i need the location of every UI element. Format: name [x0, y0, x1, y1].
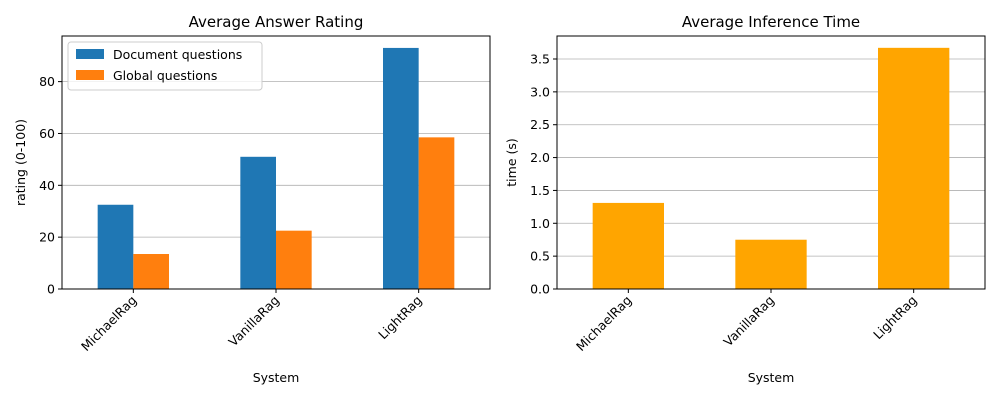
- inference-bars: [592, 47, 950, 290]
- rating-legend: Document questions Global questions: [67, 41, 263, 91]
- x-tick-label: MichaelRag: [573, 293, 634, 354]
- x-tick-label: LightRag: [375, 293, 425, 343]
- y-tick-label: 0.0: [530, 282, 550, 297]
- bar-VanillaRag-series-0: [240, 156, 276, 289]
- rating-y-axis-label: rating (0-100): [13, 119, 28, 206]
- bar-VanillaRag: [735, 239, 807, 289]
- rating-chart: Average Answer Rating 0 20 40 60 80 MichaelR…: [13, 13, 491, 385]
- bar-MichaelRag: [592, 202, 664, 289]
- y-tick-label: 3.5: [530, 52, 550, 67]
- bar-LightRag: [878, 47, 950, 290]
- bar-LightRag-series-0: [383, 47, 419, 289]
- rating-chart-title: Average Answer Rating: [189, 13, 364, 31]
- y-tick-label: 1.5: [530, 183, 550, 198]
- x-tick-label: VanillaRag: [225, 293, 282, 350]
- x-tick-label: MichaelRag: [78, 293, 139, 354]
- bar-LightRag-series-1: [418, 137, 455, 289]
- inference-y-axis-label: time (s): [504, 138, 519, 186]
- y-tick-label: 1.0: [530, 216, 550, 231]
- rating-x-axis-label: System: [253, 370, 300, 385]
- y-tick-label: 2.5: [530, 117, 550, 132]
- y-tick-label: 0.5: [530, 249, 550, 264]
- inference-x-ticks: MichaelRag VanillaRag LightRag: [573, 289, 920, 354]
- y-tick-label: 3.0: [530, 84, 550, 99]
- legend-frame: [67, 41, 263, 91]
- inference-chart: Average Inference Time 0.0 0.5 1.0 1.5 2.0 2.…: [504, 13, 986, 385]
- legend-swatch-global: [76, 70, 104, 80]
- legend-label-global: Global questions: [113, 68, 217, 83]
- bar-VanillaRag-series-1: [276, 230, 312, 289]
- y-tick-label: 2.0: [530, 150, 550, 165]
- bar-MichaelRag-series-1: [133, 254, 169, 289]
- rating-y-ticks: 0 20 40 60 80: [39, 74, 62, 297]
- y-tick-label: 60: [39, 126, 55, 141]
- y-tick-label: 0: [47, 282, 55, 297]
- inference-chart-title: Average Inference Time: [682, 13, 860, 31]
- x-tick-label: VanillaRag: [720, 293, 777, 350]
- legend-label-document: Document questions: [113, 47, 242, 62]
- legend-swatch-document: [76, 49, 104, 59]
- y-tick-label: 20: [39, 230, 55, 245]
- y-tick-label: 80: [39, 74, 55, 89]
- rating-x-ticks: MichaelRag VanillaRag LightRag: [78, 289, 425, 354]
- rating-bars: [97, 47, 455, 289]
- inference-x-axis-label: System: [748, 370, 795, 385]
- bar-MichaelRag-series-0: [97, 204, 134, 289]
- inference-y-ticks: 0.0 0.5 1.0 1.5 2.0 2.5 3.0 3.5: [530, 52, 557, 297]
- x-tick-label: LightRag: [870, 293, 920, 343]
- y-tick-label: 40: [39, 178, 55, 193]
